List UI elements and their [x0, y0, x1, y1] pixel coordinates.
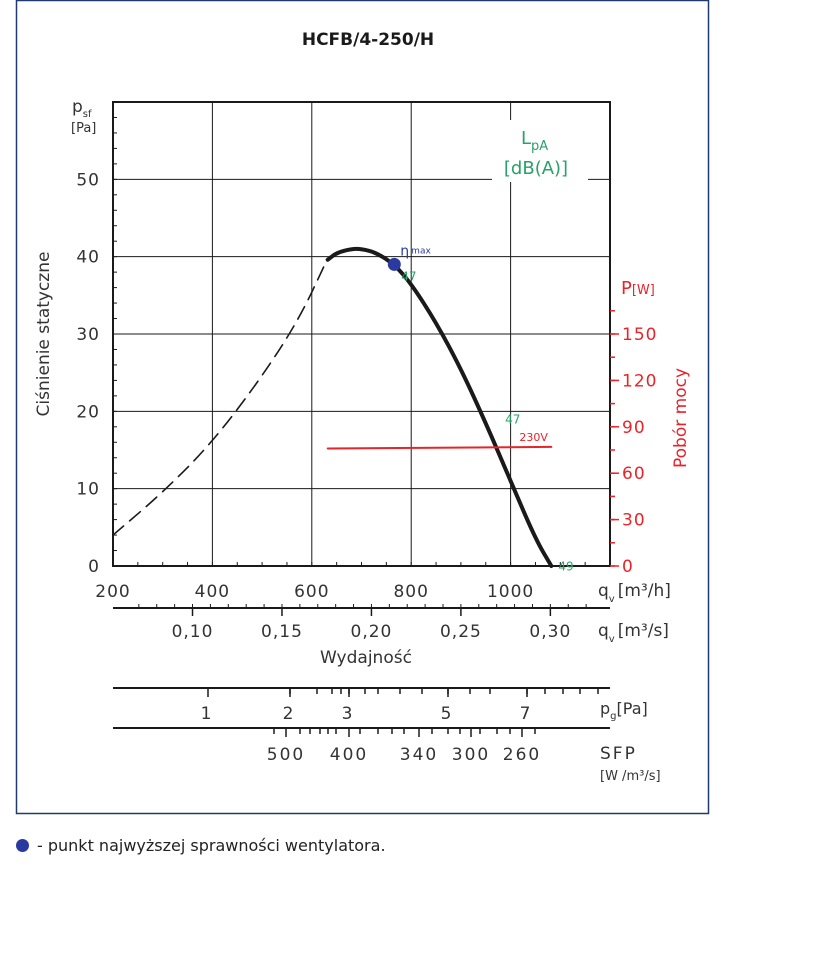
x-tick-label-m3h: 600	[294, 582, 329, 602]
sfp-tick-label: 500	[267, 745, 305, 765]
sfp-tick-label: 260	[503, 745, 541, 765]
x-tick-label-m3s: 0,30	[529, 622, 571, 642]
y2-tick-label: 60	[622, 464, 646, 484]
pg-tick-label: 5	[441, 704, 452, 724]
x-tick-label-m3h: 800	[393, 582, 428, 602]
y2-tick-label: 120	[622, 371, 657, 391]
series-layer: 230V	[112, 246, 554, 568]
footnote-text: - punkt najwyższej sprawności wentylator…	[37, 836, 386, 855]
y-tick-label: 20	[76, 402, 100, 422]
x-tick-label-m3s: 0,20	[351, 622, 393, 642]
x-tick-label-m3h: 400	[195, 582, 230, 602]
y-tick-label: 50	[76, 170, 100, 190]
noise-unit: [dB(A)]	[504, 158, 568, 179]
sfp-tick-label: 300	[452, 745, 490, 765]
y2-axis-symbol: P[W]	[621, 278, 655, 299]
pg-scale-symbol: pg[Pa]	[600, 699, 648, 722]
max-efficiency-dot-icon	[16, 839, 29, 852]
sfp-tick-label: 400	[330, 745, 368, 765]
y2-tick-label: 0	[622, 557, 634, 577]
noise-value-label: 47	[401, 269, 416, 283]
noise-value-label: 49	[558, 559, 573, 573]
x-axis-m3h: 200 400 600 800 1000	[95, 582, 534, 602]
y-tick-label: 40	[76, 248, 100, 268]
pg-tick-label: 7	[520, 704, 531, 724]
x-tick-label-m3s: 0,15	[261, 622, 303, 642]
y2-axis-title: Pobór mocy	[671, 368, 691, 468]
pg-tick-label: 3	[342, 704, 353, 724]
y-tick-labels: 0 10 20 30 40 50	[76, 170, 100, 577]
x-axis-m3s-symbol: qv [m³/s]	[598, 621, 669, 645]
sfp-scale-unit: [W /m³/s]	[600, 769, 661, 784]
y-tick-label: 30	[76, 325, 100, 345]
x-tick-label-m3h: 1000	[487, 582, 534, 602]
y-axis-symbol: psf	[72, 97, 92, 120]
noise-symbol: LpA	[521, 128, 548, 154]
x-tick-label-m3s: 0,25	[440, 622, 482, 642]
y-tick-label: 0	[88, 557, 100, 577]
markers-layer: η max 47 47 49	[387, 243, 574, 573]
y2-tick-label: 90	[622, 418, 646, 438]
footnote: - punkt najwyższej sprawności wentylator…	[16, 836, 386, 855]
y-tick-label: 10	[76, 480, 100, 500]
y-axis-title: Ciśnienie statyczne	[34, 252, 54, 417]
series-power	[326, 445, 553, 450]
x-axis-m3h-symbol: qv [m³/h]	[598, 581, 671, 605]
sfp-scale: 500 400 340 300 260	[267, 728, 541, 765]
y2-tick-label: 30	[622, 511, 646, 531]
sfp-tick-label: 340	[400, 745, 438, 765]
x-tick-label-m3h: 200	[95, 582, 130, 602]
max-efficiency-label: η max	[400, 243, 431, 259]
series-unstable	[112, 259, 328, 536]
sfp-scale-symbol: SFP	[600, 744, 637, 764]
x-axis-title: Wydajność	[320, 648, 412, 668]
chart-title: HCFB/4-250/H	[302, 30, 434, 50]
pg-tick-label: 2	[283, 704, 294, 724]
series-fan-curve	[325, 246, 554, 568]
y2-axis: 0 30 60 90 120 150	[609, 250, 657, 577]
x-tick-label-m3s: 0,10	[172, 622, 214, 642]
series-label: 230V	[519, 431, 548, 444]
chart-frame	[15, 0, 710, 815]
x-axis-m3s: 0,10 0,15 0,20 0,25 0,30	[138, 604, 587, 642]
pg-scale: 1 2 3 5 7	[201, 688, 599, 724]
pg-tick-label: 1	[201, 704, 212, 724]
y2-tick-label: 150	[622, 325, 657, 345]
noise-value-label: 47	[505, 412, 520, 426]
y-axis-unit: [Pa]	[71, 121, 96, 136]
max-efficiency-point	[387, 257, 401, 271]
noise-legend-box	[492, 120, 588, 182]
